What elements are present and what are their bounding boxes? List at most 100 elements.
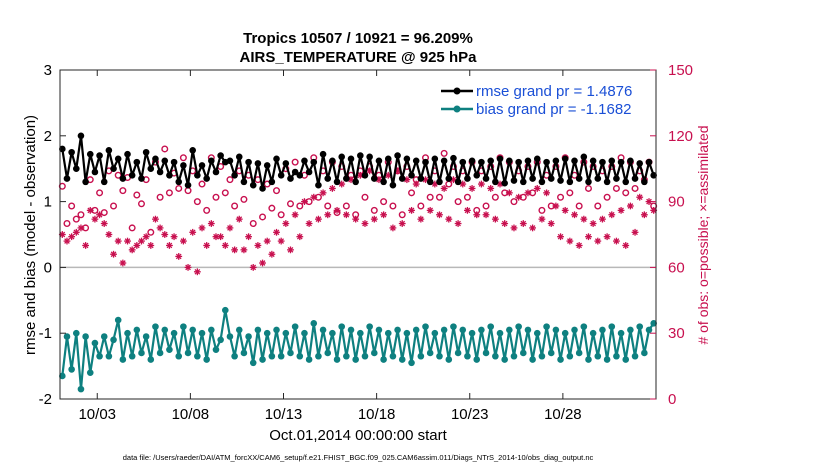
- bias-point: [343, 352, 350, 360]
- rmse-point: [557, 177, 564, 184]
- obs-assimilated-point: [152, 215, 159, 223]
- rmse-point: [631, 175, 639, 182]
- rmse-point: [370, 175, 378, 182]
- obs-assimilated-point: [454, 220, 462, 227]
- bias-point: [63, 333, 71, 340]
- obs-assimilated-point: [352, 215, 360, 223]
- obs-possible-point: [161, 145, 169, 153]
- obs-assimilated-point: [333, 206, 341, 214]
- rmse-point: [277, 171, 285, 179]
- rmse-point: [519, 178, 527, 186]
- bias-point: [543, 323, 550, 330]
- rmse-point: [603, 178, 611, 186]
- obs-assimilated-point: [310, 193, 318, 201]
- bias-point: [263, 329, 271, 337]
- obs-assimilated-point: [138, 237, 145, 245]
- obs-possible-point: [631, 184, 639, 192]
- obs-assimilated-point: [221, 242, 229, 249]
- obs-possible-point: [221, 189, 229, 197]
- obs-possible-point: [408, 189, 416, 197]
- bias-point: [589, 329, 597, 337]
- bias-point: [482, 349, 490, 357]
- obs-assimilated-point: [436, 211, 443, 219]
- bias-point: [338, 323, 346, 330]
- rmse-point: [561, 155, 569, 163]
- obs-assimilated-point: [603, 233, 611, 241]
- obs-possible-point: [296, 202, 304, 210]
- obs-assimilated-point: [128, 246, 136, 254]
- y-right-tick-label: 60: [668, 259, 685, 276]
- legend-bias-marker: [453, 105, 461, 113]
- bias-point: [124, 329, 131, 337]
- bias-point: [594, 352, 602, 360]
- bias-point: [231, 352, 238, 360]
- rmse-point: [305, 168, 313, 176]
- y-tick-label: 2: [44, 128, 52, 145]
- bias-point: [524, 326, 532, 334]
- bias-point: [608, 323, 616, 330]
- rmse-point: [343, 175, 350, 182]
- rmse-point: [198, 162, 206, 169]
- bias-point: [319, 326, 327, 334]
- obs-assimilated-point: [636, 193, 644, 201]
- rmse-point: [310, 158, 318, 166]
- obs-assimilated-point: [589, 220, 597, 227]
- obs-assimilated-point: [487, 185, 495, 192]
- bias-point: [268, 352, 276, 360]
- obs-assimilated-point: [580, 215, 588, 223]
- rmse-point: [329, 157, 336, 165]
- rmse-point: [394, 152, 401, 159]
- obs-assimilated-point: [622, 242, 630, 249]
- obs-possible-point: [440, 149, 448, 157]
- bias-point: [575, 349, 583, 357]
- x-tick-label: 10/28: [544, 406, 582, 423]
- obs-assimilated-point: [100, 220, 108, 227]
- rmse-point: [166, 171, 173, 179]
- obs-possible-point: [482, 202, 490, 210]
- obs-possible-point: [612, 184, 620, 192]
- bias-point: [77, 385, 85, 393]
- obs-possible-point: [603, 193, 611, 201]
- rmse-point: [170, 158, 178, 166]
- y-axis-label-right: # of obs: o=possible; ×=assimilated: [695, 125, 711, 344]
- bias-point: [217, 336, 224, 344]
- obs-assimilated-point: [617, 206, 625, 214]
- bias-point: [72, 329, 80, 337]
- bias-point: [315, 352, 322, 360]
- rmse-point: [68, 148, 75, 156]
- obs-assimilated-point: [501, 220, 509, 227]
- y-tick-label: 3: [44, 62, 52, 79]
- chart-title-line2: AIRS_TEMPERATURE @ 925 hPa: [240, 49, 478, 66]
- obs-assimilated-point: [585, 233, 592, 241]
- bias-point: [506, 326, 513, 334]
- obs-assimilated-point: [301, 198, 308, 205]
- bias-point: [254, 326, 262, 334]
- obs-assimilated-point: [273, 228, 280, 236]
- bias-point: [533, 329, 541, 337]
- bias-point: [529, 356, 536, 363]
- bias-point: [631, 352, 639, 360]
- bias-point: [464, 352, 471, 360]
- rmse-point: [552, 157, 560, 165]
- bias-point: [389, 352, 397, 360]
- obs-possible-point: [198, 180, 206, 188]
- obs-assimilated-point: [193, 268, 201, 276]
- rmse-point: [510, 177, 518, 184]
- obs-assimilated-point: [631, 228, 639, 236]
- obs-assimilated-point: [226, 224, 234, 232]
- rmse-point: [296, 171, 304, 179]
- bias-point: [459, 326, 467, 334]
- obs-possible-point: [566, 189, 574, 197]
- rmse-point: [217, 152, 224, 159]
- y-right-tick-label: 0: [668, 391, 676, 408]
- bias-point: [398, 356, 406, 363]
- bias-point: [212, 346, 220, 353]
- obs-assimilated-point: [524, 189, 532, 197]
- bias-point: [249, 359, 257, 367]
- rmse-point: [124, 150, 131, 158]
- obs-possible-point: [538, 206, 546, 214]
- rmse-point: [114, 155, 122, 163]
- rmse-point: [128, 171, 136, 179]
- bias-point: [277, 352, 285, 360]
